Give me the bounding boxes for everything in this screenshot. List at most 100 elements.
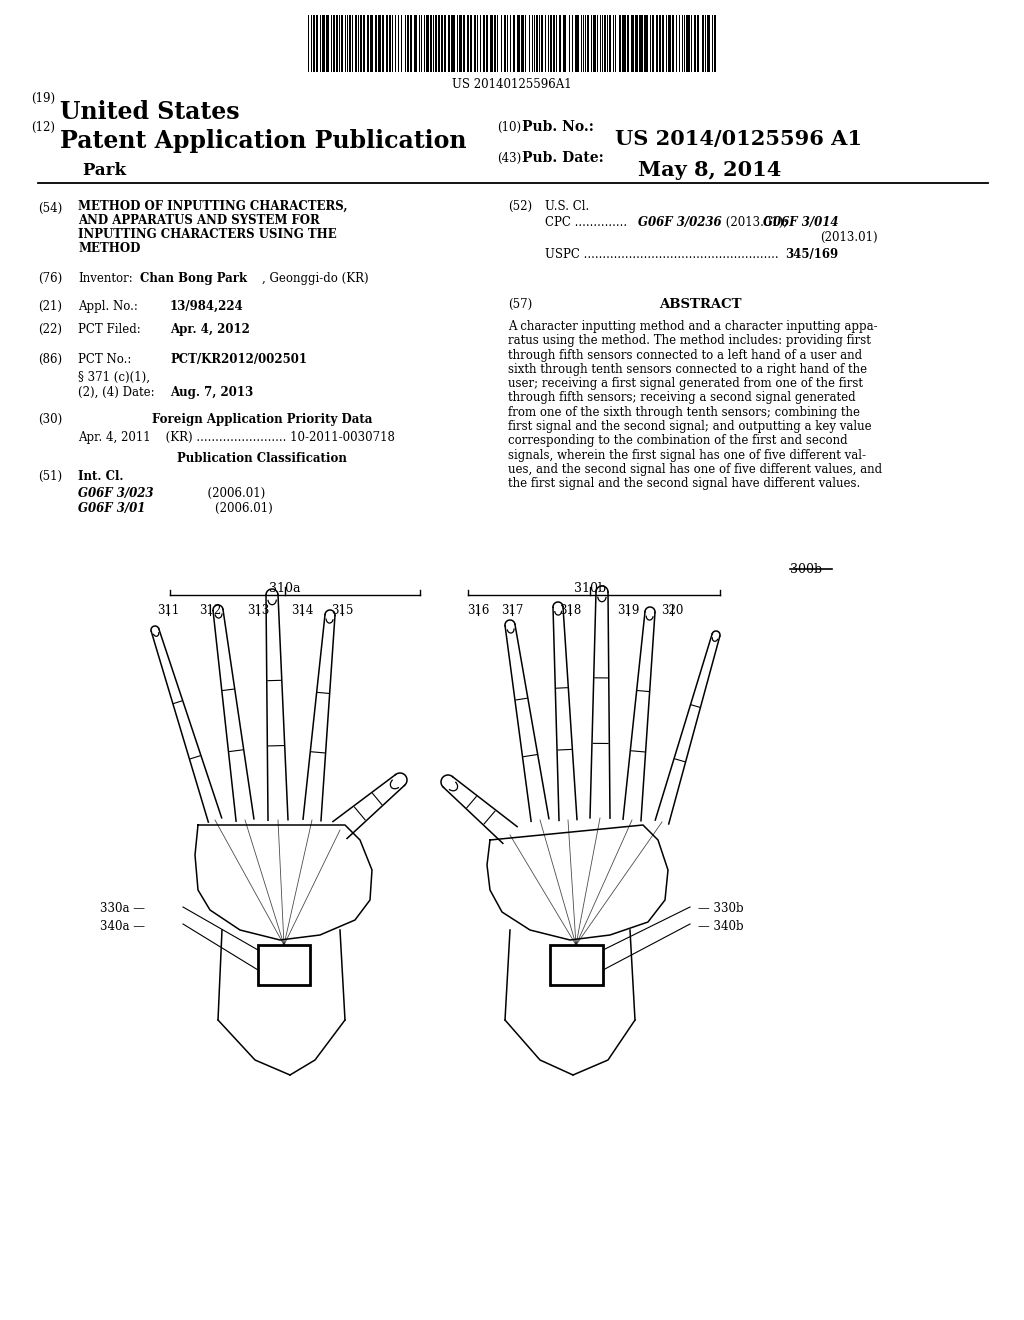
- Text: 319: 319: [616, 605, 639, 616]
- Bar: [473, 15, 476, 73]
- Bar: [459, 15, 462, 73]
- Text: (2006.01): (2006.01): [170, 502, 272, 515]
- Text: 345/169: 345/169: [785, 248, 838, 261]
- Text: AND APPARATUS AND SYSTEM FOR: AND APPARATUS AND SYSTEM FOR: [78, 214, 319, 227]
- Bar: [357, 15, 359, 73]
- Text: G06F 3/014: G06F 3/014: [763, 216, 839, 228]
- Bar: [362, 15, 365, 73]
- Text: sixth through tenth sensors connected to a right hand of the: sixth through tenth sensors connected to…: [508, 363, 867, 376]
- Bar: [562, 15, 566, 73]
- Bar: [479, 15, 481, 73]
- Text: the first signal and the second signal have different values.: the first signal and the second signal h…: [508, 478, 860, 490]
- Bar: [618, 15, 621, 73]
- Bar: [697, 15, 699, 73]
- Text: (10): (10): [497, 121, 521, 135]
- Bar: [483, 15, 484, 73]
- Bar: [316, 15, 318, 73]
- Bar: [528, 15, 530, 73]
- Bar: [444, 15, 445, 73]
- Bar: [690, 15, 692, 73]
- Text: Apr. 4, 2012: Apr. 4, 2012: [170, 323, 250, 337]
- Text: Aug. 7, 2013: Aug. 7, 2013: [170, 385, 253, 399]
- Bar: [608, 15, 611, 73]
- Bar: [349, 15, 351, 73]
- Bar: [550, 15, 552, 73]
- Bar: [430, 15, 432, 73]
- Bar: [707, 15, 710, 73]
- Bar: [389, 15, 390, 73]
- Bar: [426, 15, 428, 73]
- Text: 310b: 310b: [573, 582, 606, 595]
- Text: (52): (52): [508, 201, 532, 213]
- Bar: [489, 15, 493, 73]
- Bar: [541, 15, 543, 73]
- Bar: [463, 15, 465, 73]
- Bar: [639, 15, 642, 73]
- Text: USPC ....................................................: USPC ...................................…: [545, 248, 782, 261]
- Bar: [627, 15, 629, 73]
- Text: 311: 311: [157, 605, 179, 616]
- Bar: [414, 15, 417, 73]
- Bar: [435, 15, 437, 73]
- Text: Inventor:: Inventor:: [78, 272, 133, 285]
- Text: (22): (22): [38, 323, 62, 337]
- Bar: [513, 15, 515, 73]
- Bar: [400, 15, 402, 73]
- Bar: [355, 15, 356, 73]
- Bar: [587, 15, 589, 73]
- Bar: [559, 15, 560, 73]
- Bar: [714, 15, 716, 73]
- Text: through fifth sensors; receiving a second signal generated: through fifth sensors; receiving a secon…: [508, 392, 856, 404]
- Bar: [467, 15, 469, 73]
- Bar: [360, 15, 362, 73]
- Bar: [686, 15, 689, 73]
- Text: PCT/KR2012/002501: PCT/KR2012/002501: [170, 352, 307, 366]
- Text: Publication Classification: Publication Classification: [177, 451, 347, 465]
- Text: Park: Park: [60, 162, 126, 180]
- Bar: [635, 15, 638, 73]
- Text: 320: 320: [660, 605, 683, 616]
- Text: (30): (30): [38, 413, 62, 426]
- Text: INPUTTING CHARACTERS USING THE: INPUTTING CHARACTERS USING THE: [78, 228, 337, 242]
- Text: Pub. Date:: Pub. Date:: [522, 150, 604, 165]
- Bar: [470, 15, 471, 73]
- Text: 314: 314: [291, 605, 313, 616]
- Text: ratus using the method. The method includes: providing first: ratus using the method. The method inclu…: [508, 334, 870, 347]
- Bar: [581, 15, 582, 73]
- Text: corresponding to the combination of the first and second: corresponding to the combination of the …: [508, 434, 848, 447]
- Text: G06F 3/01: G06F 3/01: [78, 502, 145, 515]
- Bar: [258, 945, 310, 985]
- Bar: [486, 15, 487, 73]
- Text: through fifth sensors connected to a left hand of a user and: through fifth sensors connected to a lef…: [508, 348, 862, 362]
- Text: Chan Bong Park: Chan Bong Park: [140, 272, 247, 285]
- Text: 315: 315: [331, 605, 353, 616]
- Bar: [385, 15, 388, 73]
- Bar: [438, 15, 439, 73]
- Text: — 340b: — 340b: [698, 920, 743, 933]
- Bar: [382, 15, 384, 73]
- Text: first signal and the second signal; and outputting a key value: first signal and the second signal; and …: [508, 420, 871, 433]
- Text: from one of the sixth through tenth sensors; combining the: from one of the sixth through tenth sens…: [508, 405, 860, 418]
- Text: (12): (12): [31, 121, 55, 135]
- Text: US 2014/0125596 A1: US 2014/0125596 A1: [615, 129, 862, 149]
- Text: user; receiving a first signal generated from one of the first: user; receiving a first signal generated…: [508, 378, 863, 391]
- Text: (57): (57): [508, 298, 532, 312]
- Bar: [312, 15, 314, 73]
- Bar: [575, 15, 579, 73]
- Text: Pub. No.:: Pub. No.:: [522, 120, 594, 135]
- Text: 330a —: 330a —: [100, 902, 145, 915]
- Bar: [694, 15, 695, 73]
- Bar: [333, 15, 335, 73]
- Bar: [391, 15, 393, 73]
- Bar: [662, 15, 664, 73]
- Text: 316: 316: [467, 605, 489, 616]
- Bar: [451, 15, 455, 73]
- Bar: [407, 15, 409, 73]
- Text: 340a —: 340a —: [100, 920, 145, 933]
- Text: 317: 317: [501, 605, 523, 616]
- Bar: [593, 15, 596, 73]
- Bar: [668, 15, 671, 73]
- Bar: [370, 15, 373, 73]
- Bar: [521, 15, 523, 73]
- Text: 310a: 310a: [269, 582, 301, 595]
